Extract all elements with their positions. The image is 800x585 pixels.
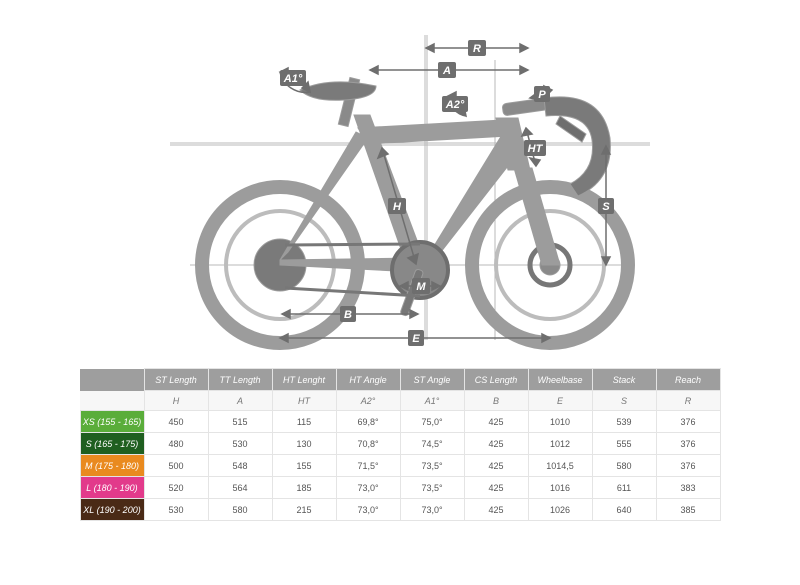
table-row: XS (155 - 165)45051511569,8°75,0°4251010… <box>80 411 720 433</box>
column-symbol: A <box>208 391 272 411</box>
table-cell: 425 <box>464 455 528 477</box>
dim-label-m: M <box>412 278 430 294</box>
table-cell: 539 <box>592 411 656 433</box>
table-cell: 425 <box>464 499 528 521</box>
table-symbol-row: HAHTA2°A1°BESR <box>80 391 720 411</box>
size-label: M (175 - 180) <box>80 455 144 477</box>
table-cell: 480 <box>144 433 208 455</box>
table-cell: 530 <box>208 433 272 455</box>
table-cell: 520 <box>144 477 208 499</box>
column-header: ST Angle <box>400 369 464 391</box>
table-cell: 1016 <box>528 477 592 499</box>
table-cell: 73,5° <box>400 455 464 477</box>
table-cell: 1014,5 <box>528 455 592 477</box>
table-cell: 548 <box>208 455 272 477</box>
table-cell: 376 <box>656 411 720 433</box>
dim-label-s: S <box>598 198 614 214</box>
size-label: XS (155 - 165) <box>80 411 144 433</box>
dim-label-p: P <box>534 86 550 102</box>
column-header: Wheelbase <box>528 369 592 391</box>
dim-label-r: R <box>468 40 486 56</box>
svg-text:E: E <box>412 333 420 345</box>
table-row: S (165 - 175)48053013070,8°74,5°42510125… <box>80 433 720 455</box>
svg-text:HT: HT <box>528 143 544 155</box>
dim-label-a1: A1° <box>280 70 306 86</box>
table-cell: 73,0° <box>336 499 400 521</box>
size-label: S (165 - 175) <box>80 433 144 455</box>
geometry-table: ST LengthTT LengthHT LenghtHT AngleST An… <box>80 368 721 521</box>
svg-text:A2°: A2° <box>445 99 465 111</box>
table-row: L (180 - 190)52056418573,0°73,5°42510166… <box>80 477 720 499</box>
size-label: L (180 - 190) <box>80 477 144 499</box>
table-cell: 75,0° <box>400 411 464 433</box>
dim-label-e: E <box>408 330 424 346</box>
table-cell: 611 <box>592 477 656 499</box>
svg-text:A1°: A1° <box>283 73 303 85</box>
svg-text:H: H <box>393 201 402 213</box>
table-cell: 1010 <box>528 411 592 433</box>
table-cell: 425 <box>464 477 528 499</box>
table-cell: 515 <box>208 411 272 433</box>
column-symbol: B <box>464 391 528 411</box>
table-cell: 74,5° <box>400 433 464 455</box>
column-header: HT Angle <box>336 369 400 391</box>
table-cell: 70,8° <box>336 433 400 455</box>
column-header: TT Length <box>208 369 272 391</box>
dim-label-a: A <box>438 62 456 78</box>
dim-label-h: H <box>388 198 406 214</box>
table-header-row: ST LengthTT LengthHT LenghtHT AngleST An… <box>80 369 720 391</box>
table-cell: 555 <box>592 433 656 455</box>
table-cell: 530 <box>144 499 208 521</box>
table-cell: 580 <box>208 499 272 521</box>
table-cell: 580 <box>592 455 656 477</box>
table-cell: 73,5° <box>400 477 464 499</box>
size-label: XL (190 - 200) <box>80 499 144 521</box>
column-symbol: H <box>144 391 208 411</box>
table-cell: 500 <box>144 455 208 477</box>
table-cell: 425 <box>464 433 528 455</box>
table-cell: 383 <box>656 477 720 499</box>
table-cell: 425 <box>464 411 528 433</box>
column-symbol: HT <box>272 391 336 411</box>
column-header: Stack <box>592 369 656 391</box>
table-cell: 69,8° <box>336 411 400 433</box>
bike-geometry-diagram: R A A1° A2° P HT S H B M E <box>130 20 670 350</box>
table-cell: 71,5° <box>336 455 400 477</box>
table-cell: 185 <box>272 477 336 499</box>
column-header: ST Length <box>144 369 208 391</box>
column-symbol: S <box>592 391 656 411</box>
svg-text:B: B <box>344 309 352 321</box>
svg-text:P: P <box>538 89 546 101</box>
column-header: Reach <box>656 369 720 391</box>
svg-text:A: A <box>442 65 451 77</box>
table-cell: 73,0° <box>400 499 464 521</box>
table-row: XL (190 - 200)53058021573,0°73,0°4251026… <box>80 499 720 521</box>
table-cell: 385 <box>656 499 720 521</box>
table-cell: 376 <box>656 433 720 455</box>
dim-label-ht: HT <box>524 140 546 156</box>
table-cell: 73,0° <box>336 477 400 499</box>
table-cell: 564 <box>208 477 272 499</box>
column-symbol: A2° <box>336 391 400 411</box>
svg-text:M: M <box>416 281 426 293</box>
column-symbol: A1° <box>400 391 464 411</box>
table-cell: 1012 <box>528 433 592 455</box>
dim-label-a2: A2° <box>442 96 468 112</box>
table-cell: 155 <box>272 455 336 477</box>
column-symbol: R <box>656 391 720 411</box>
column-symbol: E <box>528 391 592 411</box>
table-cell: 130 <box>272 433 336 455</box>
table-row: M (175 - 180)50054815571,5°73,5°4251014,… <box>80 455 720 477</box>
table-cell: 376 <box>656 455 720 477</box>
table-cell: 215 <box>272 499 336 521</box>
svg-text:R: R <box>473 43 481 55</box>
table-cell: 450 <box>144 411 208 433</box>
svg-text:S: S <box>602 201 610 213</box>
table-cell: 115 <box>272 411 336 433</box>
dim-label-b: B <box>340 306 356 322</box>
table-cell: 640 <box>592 499 656 521</box>
table-cell: 1026 <box>528 499 592 521</box>
column-header: HT Lenght <box>272 369 336 391</box>
column-header: CS Length <box>464 369 528 391</box>
